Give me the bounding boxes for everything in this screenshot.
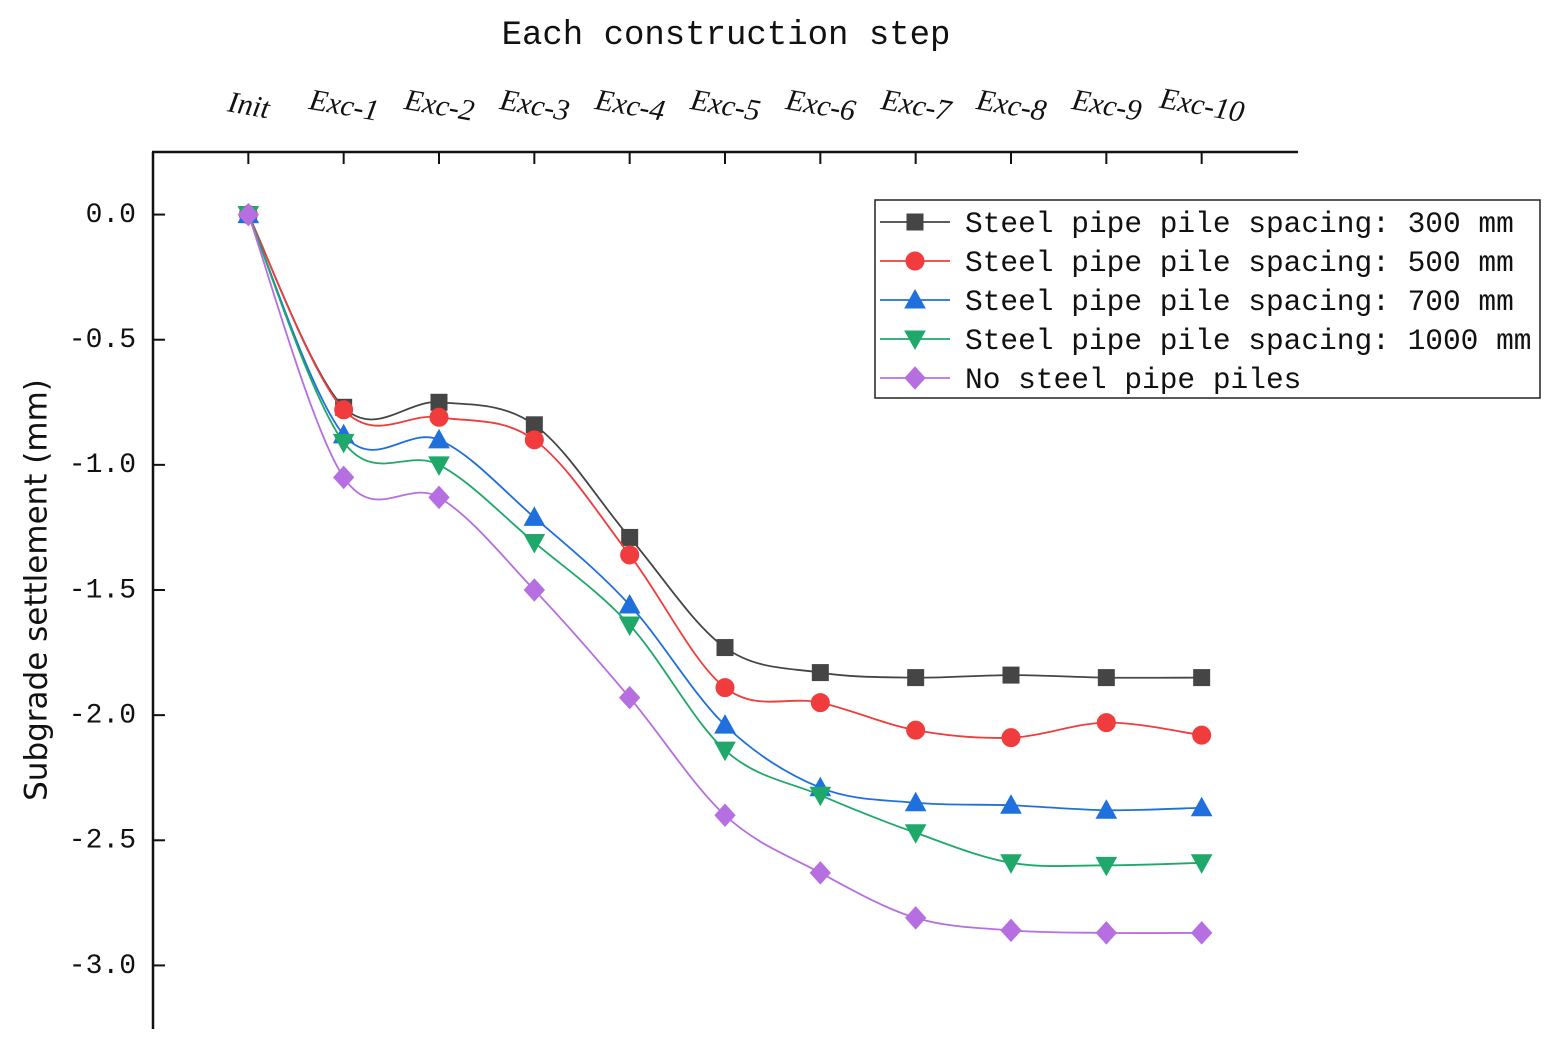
x-tick-label: Exc-8 bbox=[973, 83, 1049, 128]
chart-title: Each construction step bbox=[502, 17, 951, 55]
marker bbox=[904, 791, 927, 812]
marker bbox=[1190, 796, 1213, 817]
marker bbox=[429, 407, 449, 427]
y-tick-label: -1.5 bbox=[69, 575, 136, 606]
y-tick-label: -1.0 bbox=[69, 450, 136, 481]
marker bbox=[1095, 921, 1118, 945]
marker bbox=[811, 664, 829, 682]
x-tick-label: Exc-3 bbox=[496, 83, 572, 128]
legend-label: Steel pipe pile spacing: 1000 mm bbox=[965, 324, 1532, 358]
y-tick-label: 0.0 bbox=[86, 200, 136, 231]
x-tick-label: Exc-4 bbox=[592, 83, 668, 128]
marker bbox=[523, 506, 546, 526]
marker bbox=[618, 593, 641, 614]
marker bbox=[1096, 713, 1116, 733]
x-tick-label: Exc-1 bbox=[306, 83, 382, 128]
x-tick-label: Exc-5 bbox=[687, 83, 763, 128]
marker bbox=[1190, 921, 1213, 945]
x-tick-label: Exc-7 bbox=[878, 83, 956, 128]
marker bbox=[524, 430, 544, 450]
marker bbox=[714, 741, 736, 762]
marker bbox=[237, 202, 260, 227]
marker bbox=[714, 714, 736, 734]
marker bbox=[810, 693, 830, 713]
marker bbox=[1097, 669, 1115, 687]
y-tick-label: -3.0 bbox=[69, 951, 136, 982]
marker bbox=[428, 428, 450, 449]
marker bbox=[1000, 854, 1022, 874]
marker bbox=[907, 669, 925, 687]
marker bbox=[1095, 799, 1118, 819]
marker bbox=[334, 400, 354, 420]
x-tick-label: Exc-9 bbox=[1068, 83, 1144, 128]
marker bbox=[715, 678, 735, 698]
x-tick-label: Exc-2 bbox=[401, 83, 477, 128]
marker bbox=[905, 251, 925, 271]
marker bbox=[1193, 669, 1211, 687]
y-axis-label: Subgrade settlement (mm) bbox=[19, 379, 55, 801]
legend-label: Steel pipe pile spacing: 500 mm bbox=[965, 246, 1514, 280]
x-tick-label: Exc-6 bbox=[782, 83, 858, 128]
marker bbox=[1001, 728, 1021, 748]
legend-box bbox=[874, 199, 1541, 399]
marker bbox=[906, 720, 926, 740]
marker bbox=[428, 456, 450, 476]
x-tick-label: Exc-10 bbox=[1156, 82, 1246, 129]
marker bbox=[904, 330, 926, 351]
marker bbox=[906, 213, 924, 231]
marker bbox=[809, 861, 832, 885]
marker bbox=[714, 803, 736, 828]
marker bbox=[1095, 856, 1118, 877]
y-tick-label: -0.5 bbox=[69, 325, 136, 356]
marker bbox=[809, 786, 832, 807]
marker bbox=[904, 288, 926, 309]
marker bbox=[716, 639, 734, 657]
marker bbox=[904, 366, 926, 390]
legend-label: Steel pipe pile spacing: 700 mm bbox=[965, 285, 1514, 319]
marker bbox=[1002, 666, 1020, 684]
marker bbox=[620, 545, 640, 565]
marker bbox=[523, 578, 546, 602]
marker bbox=[618, 616, 641, 637]
marker bbox=[1000, 918, 1022, 943]
marker bbox=[523, 533, 546, 554]
marker bbox=[1192, 725, 1212, 745]
marker bbox=[1000, 794, 1022, 814]
marker bbox=[332, 465, 355, 490]
x-tick-label: Init bbox=[224, 85, 272, 125]
marker bbox=[332, 433, 355, 454]
marker bbox=[1190, 854, 1213, 874]
marker bbox=[621, 528, 639, 546]
y-tick-label: -2.0 bbox=[69, 701, 136, 732]
marker bbox=[904, 824, 927, 844]
legend-label: Steel pipe pile spacing: 300 mm bbox=[965, 207, 1514, 241]
marker bbox=[618, 685, 641, 710]
marker bbox=[428, 485, 450, 510]
y-tick-label: -2.5 bbox=[69, 826, 136, 857]
legend-label: No steel pipe piles bbox=[965, 363, 1301, 397]
marker bbox=[904, 906, 927, 930]
